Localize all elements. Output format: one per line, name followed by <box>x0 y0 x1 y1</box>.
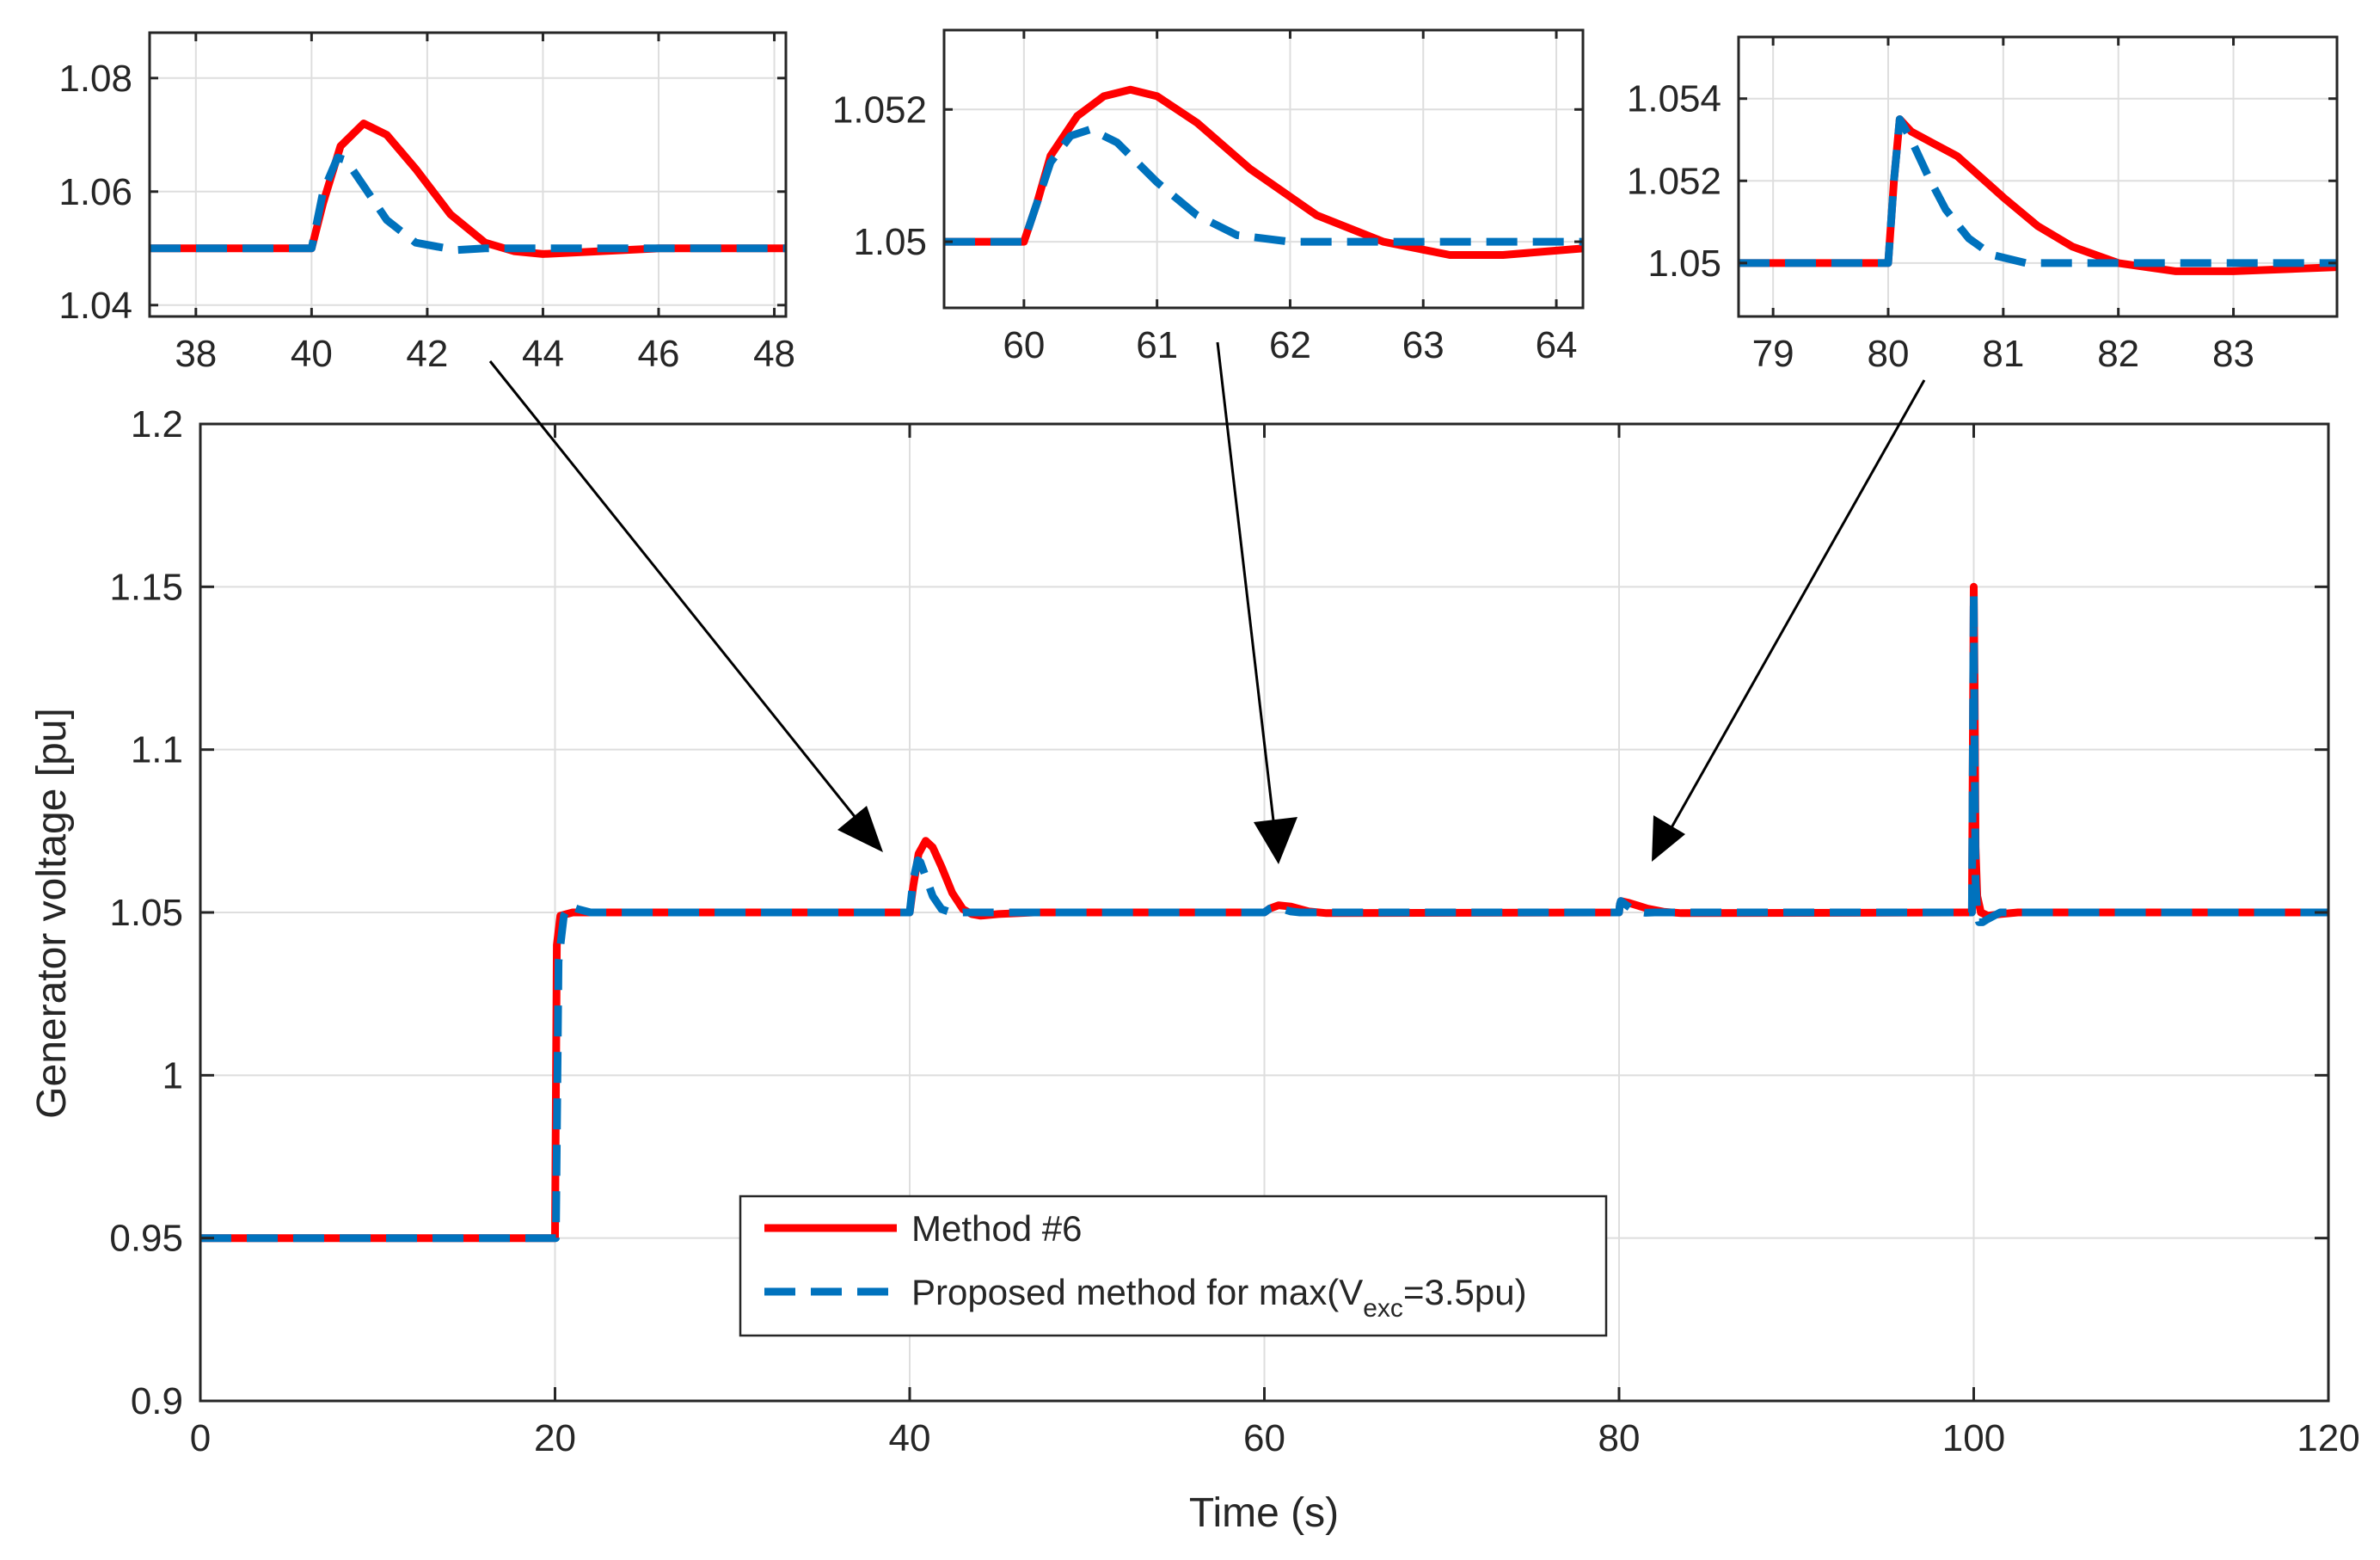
inset2-x-tick-label: 64 <box>1536 324 1578 366</box>
inset-chart-3: 79 80 81 82 83 1.05 1.052 1.054 <box>1627 35 2339 375</box>
main-x-tick-label: 80 <box>1598 1417 1641 1459</box>
inset3-y-tick-label: 1.052 <box>1627 160 1721 202</box>
inset3-x-tick-label: 81 <box>1982 333 2024 375</box>
arrow-inset3 <box>1652 379 1926 862</box>
inset2-ticks: 60 61 62 63 64 1.05 1.052 <box>832 30 1583 366</box>
inset1-y-tick-label: 1.06 <box>58 171 132 213</box>
main-y-axis-label: Generator voltage [pu] <box>29 708 75 1119</box>
inset1-grid <box>150 33 786 316</box>
inset1-axes-box <box>148 31 788 318</box>
arrow-inset1 <box>488 360 883 852</box>
legend-label-proposed: Proposed method for max(Vexc=3.5pu) <box>911 1272 1527 1323</box>
inset1-x-tick-label: 48 <box>753 333 795 375</box>
main-x-tick-label: 120 <box>2297 1417 2359 1459</box>
main-x-tick-label: 0 <box>190 1417 211 1459</box>
inset1-y-tick-label: 1.04 <box>58 285 132 327</box>
main-y-tick-label: 0.9 <box>131 1380 183 1422</box>
inset2-y-tick-label: 1.052 <box>832 89 927 131</box>
legend: Method #6 Proposed method for max(Vexc=3… <box>739 1195 1608 1337</box>
main-y-tick-label: 1 <box>163 1054 183 1096</box>
main-y-tick-label: 1.15 <box>109 566 183 608</box>
inset3-axes-box <box>1737 35 2339 318</box>
inset-chart-1: 38 40 42 44 46 48 1.04 1.06 1.08 <box>58 31 795 375</box>
inset2-x-tick-label: 60 <box>1003 324 1045 366</box>
main-x-tick-label: 60 <box>1243 1417 1285 1459</box>
main-chart: 0 20 40 60 80 100 120 0.9 0.95 1 1.05 1.1 1.15 1.2 Ti… <box>29 403 2360 1536</box>
legend-label-method6: Method #6 <box>911 1208 1082 1249</box>
main-series-proposed <box>200 589 2328 1243</box>
inset3-y-tick-label: 1.05 <box>1647 243 1721 285</box>
pointer-arrows <box>488 341 1926 864</box>
inset1-ticks: 38 40 42 44 46 48 1.04 1.06 1.08 <box>58 33 795 375</box>
inset1-x-tick-label: 44 <box>522 333 564 375</box>
inset3-series <box>1739 115 2337 275</box>
inset2-x-tick-label: 62 <box>1269 324 1311 366</box>
main-series <box>200 582 2328 1243</box>
main-ticks: 0 20 40 60 80 100 120 0.9 0.95 1 1.05 1.1 1.15 1.2 <box>109 403 2359 1459</box>
main-y-tick-label: 0.95 <box>109 1218 183 1260</box>
inset2-x-tick-label: 61 <box>1136 324 1178 366</box>
inset-chart-2: 60 61 62 63 64 1.05 1.052 <box>832 28 1585 366</box>
main-x-axis-label: Time (s) <box>1189 1490 1339 1536</box>
inset1-y-tick-label: 1.08 <box>58 58 132 100</box>
inset2-series-method6 <box>944 85 1583 259</box>
inset2-x-tick-label: 63 <box>1402 324 1445 366</box>
inset1-series-proposed <box>150 153 786 255</box>
inset1-x-tick-label: 42 <box>406 333 448 375</box>
legend-label-proposed-prefix: Proposed method for max(V <box>911 1272 1363 1312</box>
main-x-tick-label: 20 <box>534 1417 576 1459</box>
inset2-series <box>944 85 1583 259</box>
main-x-tick-label: 100 <box>1942 1417 2005 1459</box>
legend-label-proposed-subscript: exc <box>1363 1294 1403 1323</box>
inset3-x-tick-label: 83 <box>2212 333 2254 375</box>
main-y-tick-label: 1.2 <box>131 403 183 445</box>
legend-box <box>739 1195 1608 1337</box>
arrow-inset2 <box>1216 341 1297 864</box>
legend-label-proposed-suffix: =3.5pu) <box>1403 1272 1527 1312</box>
inset3-ticks: 79 80 81 82 83 1.05 1.052 1.054 <box>1627 37 2337 375</box>
inset1-x-tick-label: 46 <box>638 333 680 375</box>
inset3-y-tick-label: 1.054 <box>1627 78 1721 120</box>
inset1-x-tick-label: 38 <box>175 333 217 375</box>
main-y-tick-label: 1.05 <box>109 892 183 934</box>
inset3-series-proposed <box>1739 115 2337 267</box>
inset3-x-tick-label: 79 <box>1752 333 1794 375</box>
inset2-y-tick-label: 1.05 <box>853 221 927 263</box>
inset3-x-tick-label: 82 <box>2097 333 2139 375</box>
inset3-x-tick-label: 80 <box>1868 333 1910 375</box>
inset2-axes-box <box>942 28 1585 310</box>
main-x-tick-label: 40 <box>889 1417 931 1459</box>
main-y-tick-label: 1.1 <box>131 729 183 771</box>
inset1-series-method6 <box>150 120 786 258</box>
inset1-x-tick-label: 40 <box>291 333 333 375</box>
inset1-series <box>150 120 786 258</box>
